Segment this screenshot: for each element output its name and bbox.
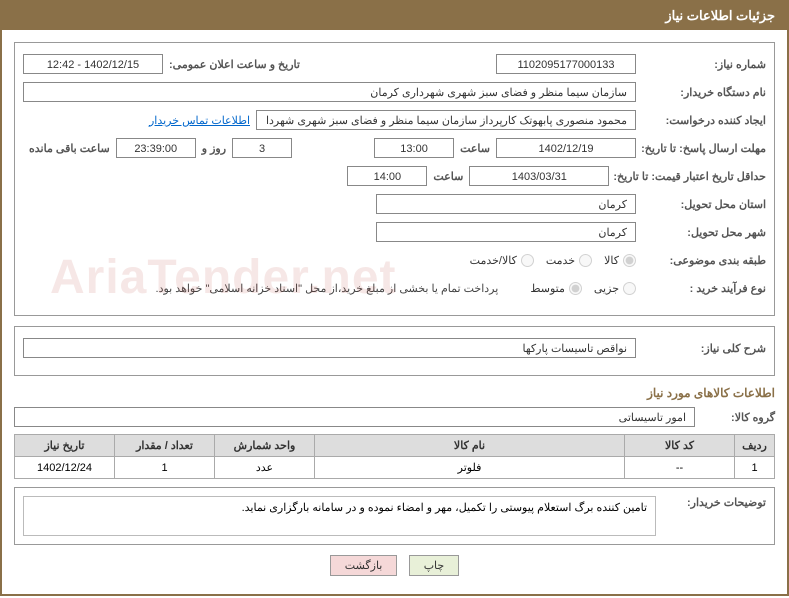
buyer-org-label: نام دستگاه خریدار: — [636, 86, 766, 99]
validity-time-value: 14:00 — [347, 166, 427, 186]
description-section: شرح کلی نیاز: نواقص تاسیسات پارکها — [14, 326, 775, 376]
th-name: نام کالا — [315, 435, 625, 457]
header-title: جزئیات اطلاعات نیاز — [2, 2, 787, 30]
row-buyer-org: نام دستگاه خریدار: سازمان سیما منظر و فض… — [23, 81, 766, 103]
validity-label: حداقل تاریخ اعتبار قیمت: تا تاریخ: — [609, 170, 766, 183]
overall-desc-label: شرح کلی نیاز: — [636, 342, 766, 355]
need-number-value: 1102095177000133 — [496, 54, 636, 74]
days-value: 3 — [232, 138, 292, 158]
time-label-2: ساعت — [427, 170, 469, 183]
radio-goods-service-input — [521, 254, 534, 267]
city-label: شهر محل تحویل: — [636, 226, 766, 239]
row-category: طبقه بندی موضوعی: کالا خدمت کالا/خدمت — [23, 249, 766, 271]
remaining-time-value: 23:39:00 — [116, 138, 196, 158]
goods-group-value: امور تاسیساتی — [14, 407, 695, 427]
td-code: -- — [625, 457, 735, 479]
radio-medium-label: متوسط — [530, 282, 565, 295]
radio-goods: کالا — [604, 254, 636, 267]
row-deadline: مهلت ارسال پاسخ: تا تاریخ: 1402/12/19 سا… — [23, 137, 766, 159]
main-content: شماره نیاز: 1102095177000133 تاریخ و ساع… — [2, 30, 787, 594]
row-goods-group: گروه کالا: امور تاسیساتی — [14, 406, 775, 428]
goods-info-title: اطلاعات کالاهای مورد نیاز — [14, 386, 775, 400]
goods-group-label: گروه کالا: — [695, 411, 775, 424]
radio-partial-label: جزیی — [594, 282, 619, 295]
announce-datetime-label: تاریخ و ساعت اعلان عمومی: — [163, 58, 306, 71]
announce-datetime-value: 1402/12/15 - 12:42 — [23, 54, 163, 74]
row-need-number: شماره نیاز: 1102095177000133 تاریخ و ساع… — [23, 53, 766, 75]
province-value: کرمان — [376, 194, 636, 214]
radio-goods-service-label: کالا/خدمت — [470, 254, 517, 267]
th-row: ردیف — [735, 435, 775, 457]
deadline-date-value: 1402/12/19 — [496, 138, 636, 158]
category-label: طبقه بندی موضوعی: — [636, 254, 766, 267]
buyer-desc-box: توضیحات خریدار: تامین کننده برگ استعلام … — [14, 487, 775, 545]
th-unit: واحد شمارش — [215, 435, 315, 457]
days-and-label: روز و — [196, 142, 232, 155]
td-qty: 1 — [115, 457, 215, 479]
radio-service-label: خدمت — [546, 254, 575, 267]
requester-value: محمود منصوری پابهوتک کارپرداز سازمان سیم… — [256, 110, 636, 130]
row-overall-desc: شرح کلی نیاز: نواقص تاسیسات پارکها — [23, 337, 766, 359]
th-date: تاریخ نیاز — [15, 435, 115, 457]
buyer-desc-content: تامین کننده برگ استعلام پیوستی را تکمیل،… — [23, 496, 656, 536]
deadline-time-value: 13:00 — [374, 138, 454, 158]
th-code: کد کالا — [625, 435, 735, 457]
radio-service-input — [579, 254, 592, 267]
back-button[interactable]: بازگشت — [330, 555, 398, 576]
table-header-row: ردیف کد کالا نام کالا واحد شمارش تعداد /… — [15, 435, 775, 457]
validity-date-value: 1403/03/31 — [469, 166, 609, 186]
purchase-type-label: نوع فرآیند خرید : — [636, 282, 766, 295]
radio-goods-label: کالا — [604, 254, 619, 267]
details-section: شماره نیاز: 1102095177000133 تاریخ و ساع… — [14, 42, 775, 316]
print-button[interactable]: چاپ — [409, 555, 460, 576]
button-row: چاپ بازگشت — [14, 555, 775, 582]
deadline-label: مهلت ارسال پاسخ: تا تاریخ: — [636, 142, 766, 155]
goods-table: ردیف کد کالا نام کالا واحد شمارش تعداد /… — [14, 434, 775, 479]
row-requester: ایجاد کننده درخواست: محمود منصوری پابهوت… — [23, 109, 766, 131]
time-label-1: ساعت — [454, 142, 496, 155]
radio-service: خدمت — [546, 254, 592, 267]
radio-partial-input — [623, 282, 636, 295]
row-validity: حداقل تاریخ اعتبار قیمت: تا تاریخ: 1403/… — [23, 165, 766, 187]
city-value: کرمان — [376, 222, 636, 242]
td-unit: عدد — [215, 457, 315, 479]
remaining-label: ساعت باقی مانده — [23, 142, 116, 155]
td-name: فلوتر — [315, 457, 625, 479]
overall-desc-value: نواقص تاسیسات پارکها — [23, 338, 636, 358]
contact-link[interactable]: اطلاعات تماس خریدار — [149, 114, 250, 127]
province-label: استان محل تحویل: — [636, 198, 766, 211]
th-qty: تعداد / مقدار — [115, 435, 215, 457]
need-number-label: شماره نیاز: — [636, 58, 766, 71]
td-row: 1 — [735, 457, 775, 479]
row-purchase-type: نوع فرآیند خرید : جزیی متوسط پرداخت تمام… — [23, 277, 766, 299]
payment-note: پرداخت تمام یا بخشی از مبلغ خرید،از محل … — [156, 282, 499, 295]
buyer-org-value: سازمان سیما منظر و فضای سبز شهری شهرداری… — [23, 82, 636, 102]
table-row: 1 -- فلوتر عدد 1 1402/12/24 — [15, 457, 775, 479]
radio-goods-input — [623, 254, 636, 267]
row-city: شهر محل تحویل: کرمان — [23, 221, 766, 243]
outer-container: جزئیات اطلاعات نیاز شماره نیاز: 11020951… — [0, 0, 789, 596]
requester-label: ایجاد کننده درخواست: — [636, 114, 766, 127]
radio-medium: متوسط — [530, 282, 582, 295]
radio-medium-input — [569, 282, 582, 295]
buyer-desc-label: توضیحات خریدار: — [656, 496, 766, 536]
td-date: 1402/12/24 — [15, 457, 115, 479]
radio-partial: جزیی — [594, 282, 636, 295]
radio-goods-service: کالا/خدمت — [470, 254, 534, 267]
row-province: استان محل تحویل: کرمان — [23, 193, 766, 215]
